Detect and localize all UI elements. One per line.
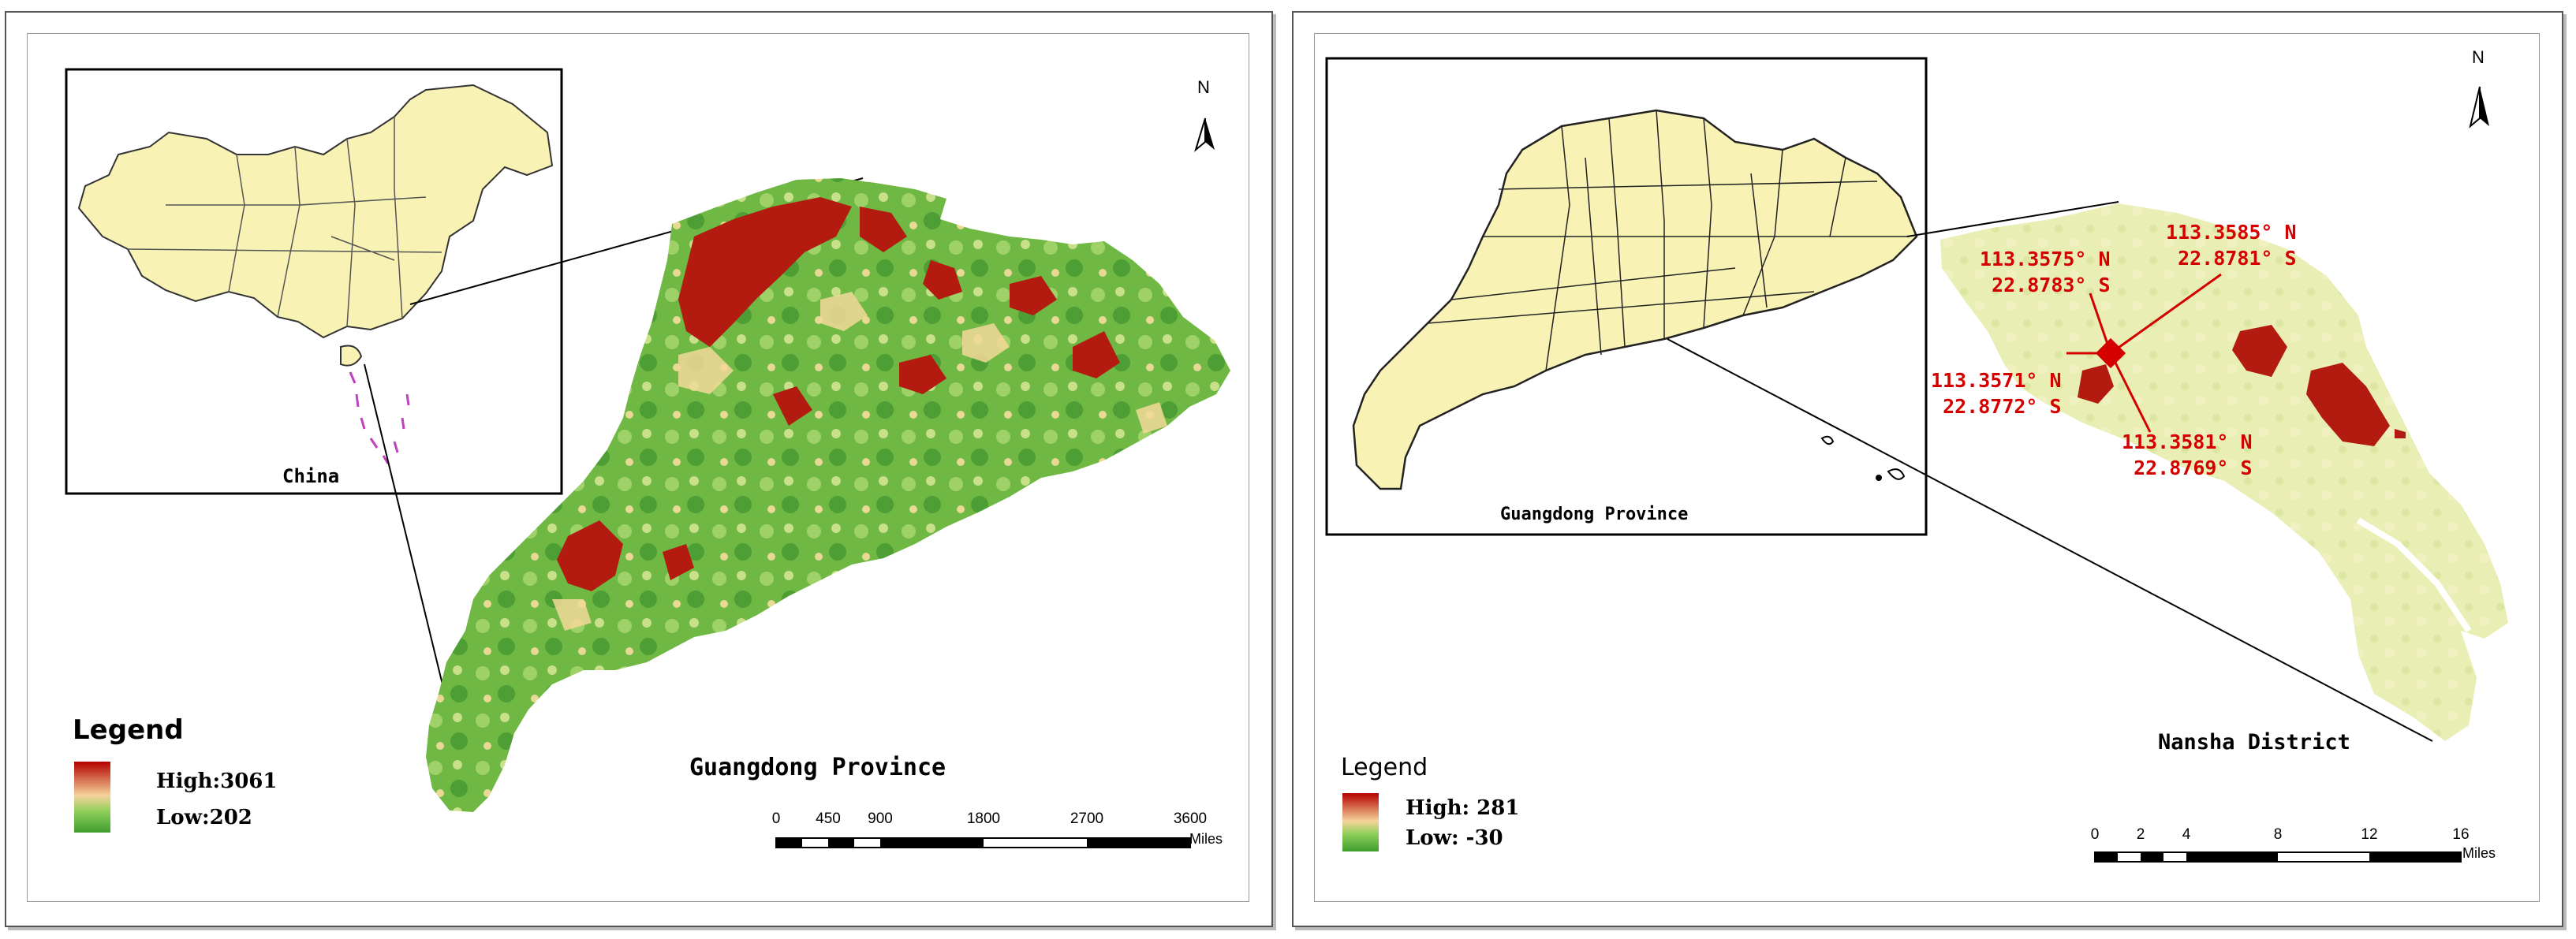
south-china-sea-dashes [349, 371, 410, 464]
legend-title-right: Legend [1341, 754, 1428, 781]
high-elevation-patches [557, 197, 1120, 591]
legend-high-left: High:3061 [156, 769, 278, 793]
coord-lat: 22.8769° S [2134, 456, 2253, 479]
guangdong-inset-label: Guangdong Province [1500, 505, 1689, 524]
nansha-main-label: Nansha District [2158, 730, 2350, 755]
coord-label: 113.3571° N 22.8772° S [1931, 367, 2062, 419]
scale-unit-right: Miles [2462, 845, 2496, 861]
guangdong-dem [426, 178, 1230, 812]
china-internal-borders [127, 117, 442, 327]
scale-unit-left: Miles [1189, 831, 1223, 847]
legend-ramp-right [1342, 793, 1379, 851]
mid-elevation-patches [552, 292, 1167, 631]
coord-label: 113.3575° N 22.8783° S [1980, 246, 2111, 298]
right-map-frame [1314, 33, 2540, 902]
scale-tick-label: 900 [868, 810, 893, 827]
scale-tick-label: 8 [2273, 826, 2283, 843]
coord-lat: 22.8772° S [1943, 395, 2062, 418]
scale-tick-label: 16 [2452, 826, 2470, 843]
left-map-frame [27, 33, 1249, 902]
legend-low-right: Low: -30 [1406, 826, 1503, 850]
scale-tick-label: 3600 [1173, 810, 1208, 827]
scale-tick-label: 0 [771, 810, 781, 827]
scale-tick-label: 12 [2361, 826, 2378, 843]
coord-lon: 113.3585° N [2166, 221, 2297, 244]
legend-title-left: Legend [73, 714, 184, 746]
north-label-right: N [2472, 47, 2485, 67]
left-map-graphics [65, 68, 1230, 848]
scale-tick-label: 1800 [966, 810, 1001, 827]
china-outline [77, 84, 554, 339]
coord-lon: 113.3571° N [1931, 369, 2062, 392]
coord-lat: 22.8781° S [2178, 247, 2297, 270]
legend-high-right: High: 281 [1406, 796, 1520, 820]
scale-tick-label: 4 [2182, 826, 2191, 843]
north-label-left: N [1197, 77, 1210, 97]
guangdong-main-label: Guangdong Province [689, 754, 946, 781]
scale-tick-label: 2700 [1070, 810, 1104, 827]
right-map-panel [1292, 11, 2563, 927]
scale-tick-label: 0 [2090, 826, 2100, 843]
coord-label: 113.3581° N 22.8769° S [2122, 429, 2253, 481]
coord-lon: 113.3581° N [2122, 430, 2253, 453]
scale-bar-left [775, 837, 1191, 848]
legend-ramp-left [74, 762, 110, 833]
north-arrow-left [1194, 117, 1215, 152]
coord-lat: 22.8783° S [1992, 274, 2111, 296]
hainan-island [340, 345, 363, 367]
china-inset-label: China [282, 465, 340, 487]
coord-label: 113.3585° N 22.8781° S [2166, 219, 2297, 271]
scale-tick-label: 2 [2136, 826, 2145, 843]
coord-lon: 113.3575° N [1980, 248, 2111, 270]
legend-low-left: Low:202 [156, 806, 252, 829]
scale-tick-label: 450 [816, 810, 841, 827]
